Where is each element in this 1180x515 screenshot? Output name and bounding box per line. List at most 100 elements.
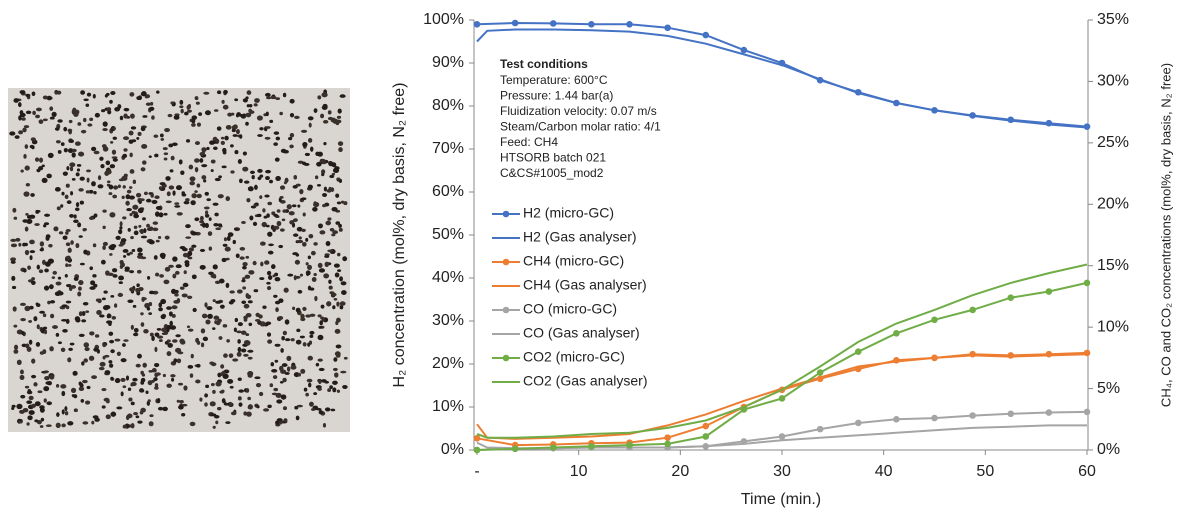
particle xyxy=(279,228,285,232)
particle xyxy=(152,227,159,232)
particle xyxy=(256,115,263,121)
particle xyxy=(79,176,85,181)
particle xyxy=(308,382,312,388)
particle xyxy=(179,105,184,109)
particle xyxy=(235,129,240,135)
particle xyxy=(294,275,301,279)
particle xyxy=(77,222,82,228)
particle xyxy=(223,353,228,358)
particle xyxy=(194,190,198,193)
y2-tick-label: 35% xyxy=(1097,11,1129,28)
particle xyxy=(148,155,152,159)
particle xyxy=(153,134,159,138)
particle xyxy=(342,384,348,389)
particle xyxy=(79,262,86,266)
particle xyxy=(281,336,285,341)
particle xyxy=(110,376,114,381)
particle xyxy=(237,346,242,353)
particle xyxy=(67,264,72,267)
particle xyxy=(160,298,167,305)
particle xyxy=(335,193,340,198)
particle xyxy=(78,286,82,291)
particle xyxy=(44,213,51,217)
particle xyxy=(36,264,40,270)
particle xyxy=(85,103,90,107)
particle xyxy=(336,201,342,205)
particle xyxy=(169,169,174,173)
particle xyxy=(269,179,274,184)
particle xyxy=(12,207,17,213)
particle xyxy=(80,129,87,134)
particle xyxy=(184,261,190,268)
particle xyxy=(223,237,228,242)
particle xyxy=(257,176,262,181)
particle xyxy=(238,402,243,407)
particle xyxy=(329,174,335,179)
particle xyxy=(191,244,197,248)
particle xyxy=(216,406,222,411)
particle xyxy=(105,160,111,166)
particle xyxy=(27,265,31,270)
particle xyxy=(130,126,137,130)
particle xyxy=(38,119,44,124)
particle xyxy=(318,325,323,329)
particle xyxy=(191,274,197,280)
particle xyxy=(294,115,300,120)
particle xyxy=(225,421,231,425)
particle xyxy=(146,223,150,228)
particle xyxy=(229,290,235,294)
particle xyxy=(122,424,127,429)
particle xyxy=(220,140,226,145)
particle xyxy=(35,302,39,306)
particle xyxy=(311,277,317,282)
particle xyxy=(78,280,84,286)
particle xyxy=(179,99,184,105)
particle xyxy=(254,184,258,190)
particle xyxy=(25,93,31,98)
data-point xyxy=(893,415,900,423)
particle xyxy=(139,410,144,415)
particle xyxy=(154,386,159,390)
particle xyxy=(305,270,311,276)
particle xyxy=(73,214,77,219)
particle xyxy=(154,372,159,378)
particle xyxy=(31,280,36,286)
particle xyxy=(308,401,314,407)
data-point xyxy=(1045,409,1053,416)
particle xyxy=(333,263,340,268)
x-tick-label: 40 xyxy=(875,463,893,480)
particle xyxy=(280,394,287,400)
particle xyxy=(213,315,220,320)
particle xyxy=(317,334,324,341)
particle xyxy=(86,385,91,390)
particle xyxy=(233,124,238,130)
particle xyxy=(266,332,272,337)
particle xyxy=(49,346,54,352)
x-tick-label: 60 xyxy=(1078,463,1096,480)
particle xyxy=(38,269,44,274)
particle xyxy=(20,302,26,306)
particle xyxy=(140,256,147,260)
particle xyxy=(247,349,254,353)
particle xyxy=(142,362,147,368)
particle xyxy=(88,189,94,194)
particle xyxy=(28,339,33,345)
particle xyxy=(171,305,178,310)
particle xyxy=(112,158,118,162)
particle xyxy=(73,408,78,413)
particle xyxy=(129,270,135,274)
particle xyxy=(150,193,154,198)
particle xyxy=(286,355,292,361)
legend-label: CH4 (Gas analyser) xyxy=(523,277,647,293)
particle xyxy=(271,368,278,373)
particle xyxy=(252,221,258,227)
particle xyxy=(11,404,16,408)
particle xyxy=(40,417,45,422)
particle xyxy=(68,129,72,135)
particle xyxy=(279,185,286,190)
particle xyxy=(163,279,170,285)
particle xyxy=(242,265,247,270)
particle xyxy=(126,413,133,419)
particle xyxy=(321,169,326,175)
particle xyxy=(137,207,144,214)
